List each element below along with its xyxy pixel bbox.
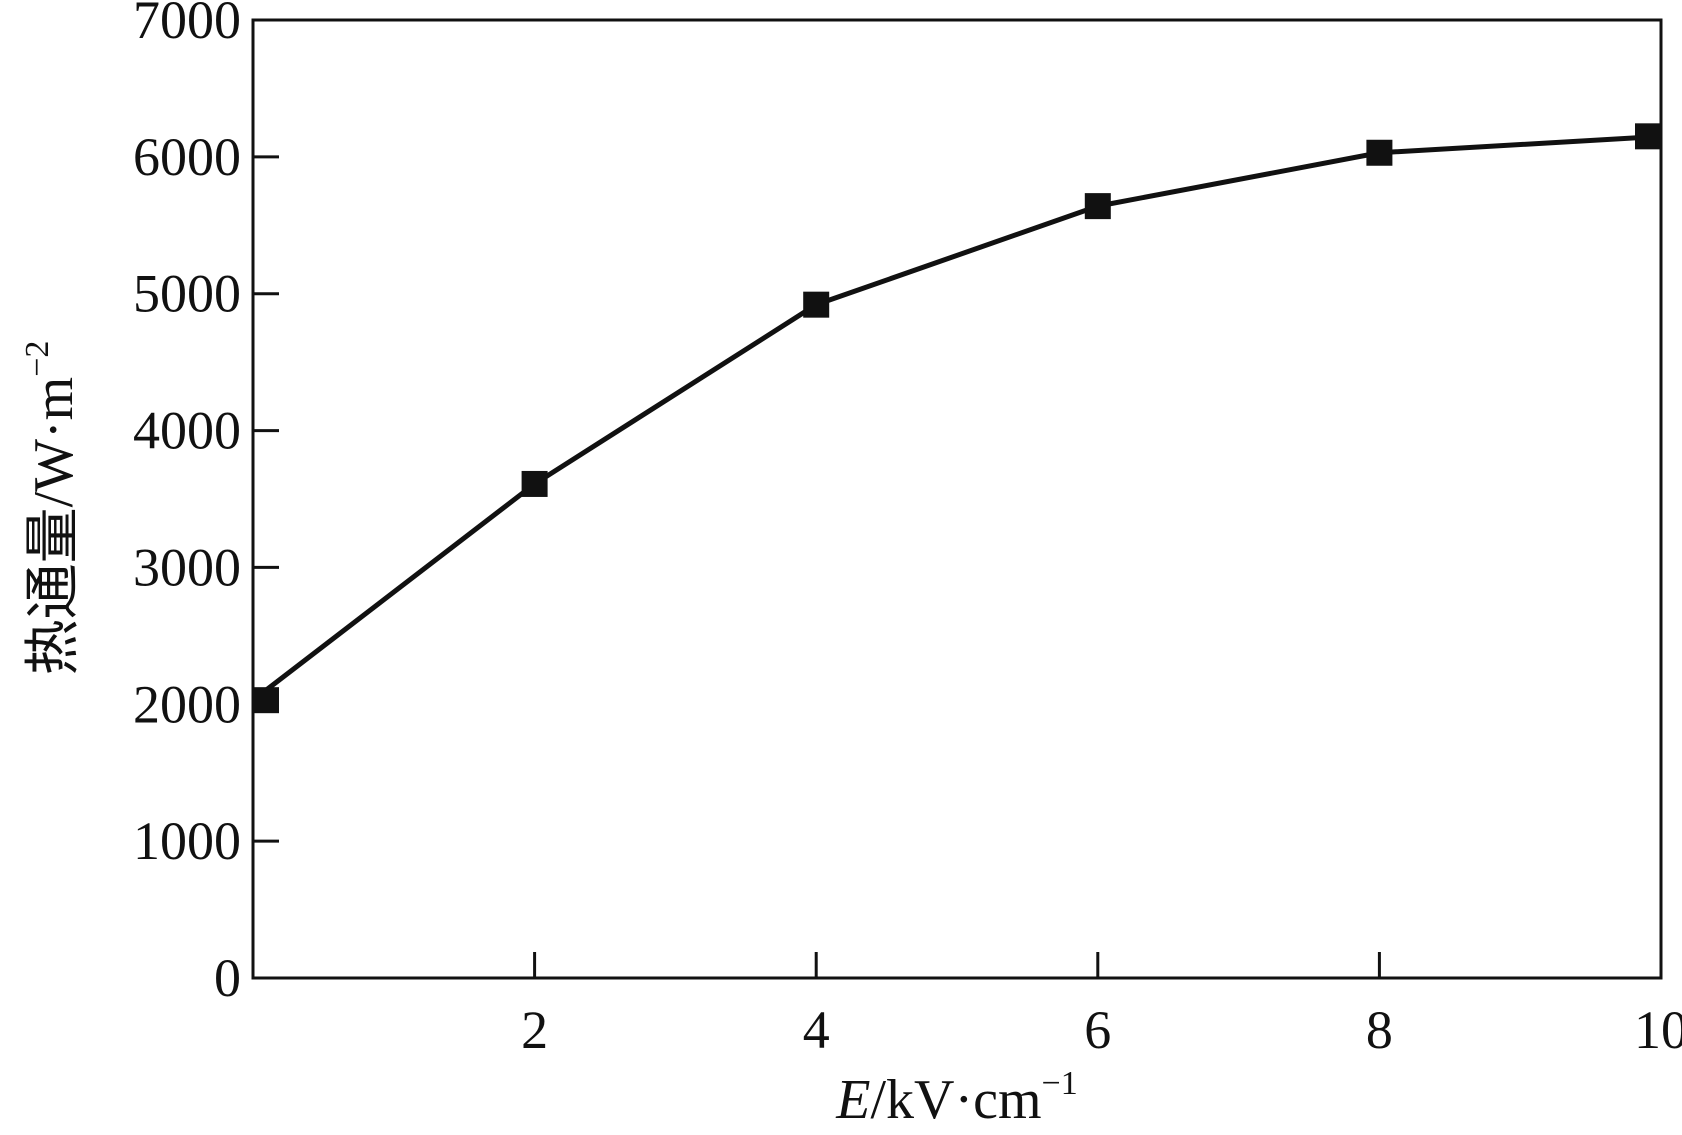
data-point-marker xyxy=(253,687,279,714)
y-axis-title-exponent: −2 xyxy=(19,341,56,377)
series-layer xyxy=(251,123,1662,714)
x-axis-title: E/kV·cm−1 xyxy=(835,1065,1077,1131)
data-point-marker xyxy=(521,470,548,497)
y-tick-label: 5000 xyxy=(133,264,241,324)
y-axis-title-text: 热通量/W·m xyxy=(23,377,85,676)
x-axis-title-exponent: −1 xyxy=(1042,1065,1078,1102)
x-tick-label: 8 xyxy=(1366,1000,1393,1060)
y-tick-label: 0 xyxy=(214,948,241,1008)
x-tick-label: 6 xyxy=(1084,1000,1111,1060)
x-axis-title-variable: E xyxy=(835,1069,870,1131)
data-point-marker xyxy=(1084,193,1111,220)
x-axis-title-unit: /kV·cm xyxy=(870,1069,1041,1131)
y-tick-label: 3000 xyxy=(133,537,241,597)
y-tick-label: 7000 xyxy=(133,0,241,50)
data-point-marker xyxy=(1635,123,1661,150)
data-point-marker xyxy=(803,291,830,318)
y-axis-title: 热通量/W·m−2 xyxy=(19,341,85,676)
data-point-marker xyxy=(1366,139,1393,166)
y-tick-label: 1000 xyxy=(133,811,241,871)
x-tick-label: 10 xyxy=(1634,1000,1682,1060)
y-tick-label: 6000 xyxy=(133,127,241,187)
y-tick-label: 4000 xyxy=(133,401,241,461)
x-tick-label: 4 xyxy=(803,1000,830,1060)
plot-frame xyxy=(251,18,1663,980)
y-axis-ticks: 0 1000 2000 3000 4000 5000 6000 7000 xyxy=(133,0,279,1008)
series-line xyxy=(251,133,1662,703)
x-axis-ticks: 2 4 6 8 10 xyxy=(521,952,1682,1060)
x-tick-label: 2 xyxy=(521,1000,548,1060)
y-tick-label: 2000 xyxy=(133,674,241,734)
